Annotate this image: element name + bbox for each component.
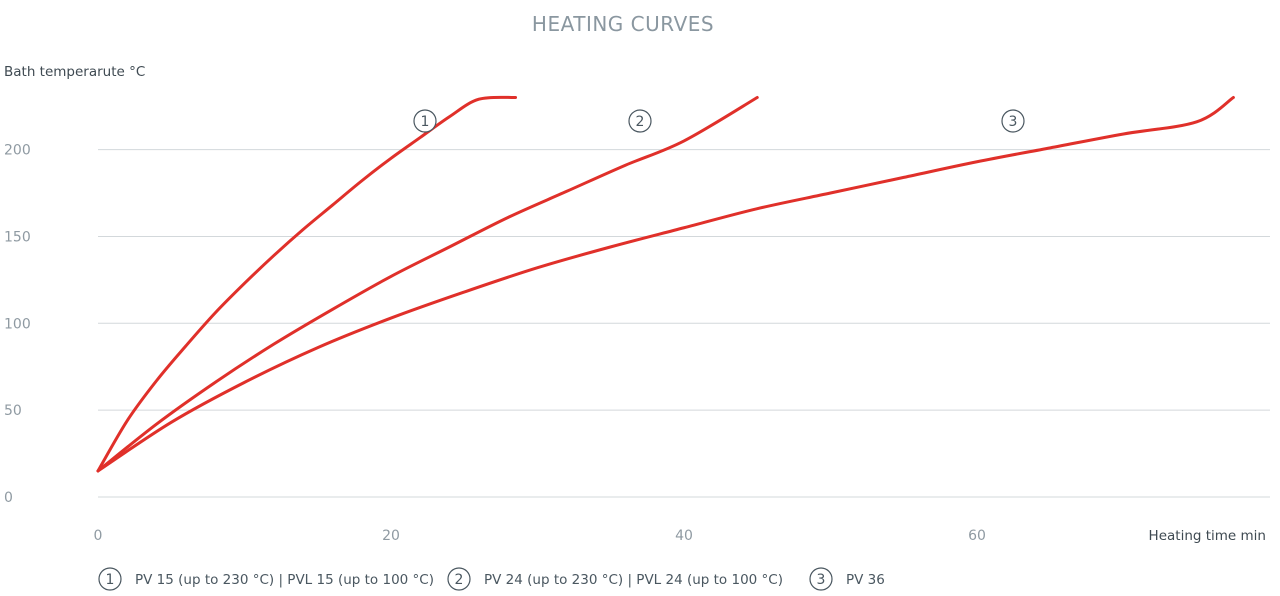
y-tick-label: 0 (4, 490, 13, 506)
legend-marker-label-1: 1 (106, 572, 115, 588)
legend-marker-circle-1 (98, 567, 122, 591)
series-line-3 (96, 95, 1235, 473)
x-tick-label: 0 (94, 528, 103, 544)
legend-marker-circle-2 (447, 567, 471, 591)
series-line-1 (96, 95, 518, 473)
chart-title: HEATING CURVES (532, 12, 714, 36)
series-marker-label-2: 2 (636, 114, 645, 130)
y-tick-label: 50 (4, 403, 22, 419)
series-marker-circle-2 (628, 109, 652, 133)
series-marker-circle-3 (1001, 109, 1025, 133)
tick-layer: 0 50 100 150 200 0 20 40 60 (4, 143, 986, 544)
legend-marker-label-3: 3 (817, 572, 826, 588)
legend-entry-text-2: PV 24 (up to 230 °C) | PVL 24 (up to 100… (484, 572, 783, 588)
x-tick-label: 60 (968, 528, 986, 544)
legend: 1 PV 15 (up to 230 °C) | PVL 15 (up to 10… (98, 567, 885, 591)
series-line-2 (96, 95, 759, 473)
series-marker-circle-1 (413, 109, 437, 133)
legend-marker-circle-3 (809, 567, 833, 591)
grid-layer (98, 149, 1270, 498)
y-tick-label: 200 (4, 143, 31, 159)
y-tick-label: 100 (4, 316, 31, 332)
x-axis-label: Heating time min (1149, 528, 1266, 544)
series-layer (96, 95, 1235, 473)
y-axis-label: Bath temperarute °C (4, 64, 145, 80)
x-tick-label: 20 (382, 528, 400, 544)
series-marker-label-3: 3 (1009, 114, 1018, 130)
x-tick-label: 40 (675, 528, 693, 544)
y-tick-label: 150 (4, 229, 31, 245)
legend-entry-text-3: PV 36 (846, 572, 885, 588)
marker-layer: 1 2 3 (413, 109, 1025, 133)
series-marker-label-1: 1 (421, 114, 430, 130)
legend-entry-text-1: PV 15 (up to 230 °C) | PVL 15 (up to 100… (135, 572, 434, 588)
legend-marker-label-2: 2 (455, 572, 464, 588)
